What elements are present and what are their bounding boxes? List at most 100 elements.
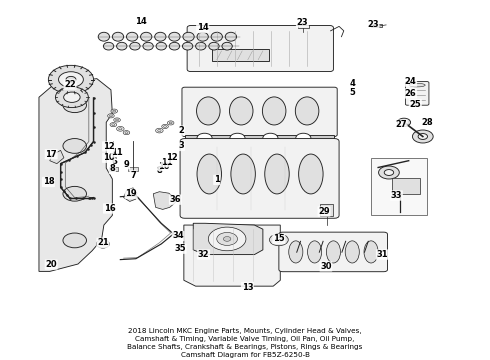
Circle shape: [66, 76, 76, 83]
Circle shape: [113, 110, 116, 112]
Circle shape: [100, 242, 106, 246]
Text: 32: 32: [198, 250, 209, 259]
Text: 2: 2: [178, 126, 184, 135]
Bar: [109, 167, 118, 171]
Bar: [212, 49, 269, 61]
Circle shape: [164, 126, 167, 127]
Bar: [392, 178, 419, 194]
Circle shape: [125, 132, 128, 134]
Ellipse shape: [112, 32, 123, 41]
Text: 3: 3: [179, 141, 184, 150]
Circle shape: [379, 166, 399, 179]
Ellipse shape: [130, 42, 140, 50]
Text: 8: 8: [156, 166, 162, 175]
Circle shape: [156, 128, 163, 133]
Text: 30: 30: [320, 262, 332, 271]
Circle shape: [49, 66, 94, 94]
Circle shape: [64, 92, 80, 102]
Ellipse shape: [298, 154, 323, 194]
Circle shape: [109, 115, 112, 117]
Bar: [371, 158, 427, 215]
Circle shape: [296, 133, 311, 143]
Ellipse shape: [209, 42, 219, 50]
Text: 14: 14: [197, 23, 209, 32]
Text: 29: 29: [318, 207, 330, 216]
Text: 24: 24: [405, 77, 416, 86]
Polygon shape: [123, 188, 137, 202]
Text: 12: 12: [103, 142, 115, 151]
FancyBboxPatch shape: [187, 26, 333, 72]
Circle shape: [413, 130, 433, 143]
Ellipse shape: [169, 32, 180, 41]
Text: 15: 15: [273, 234, 285, 243]
Ellipse shape: [197, 154, 221, 194]
Text: 5: 5: [349, 88, 355, 97]
Text: 25: 25: [410, 99, 421, 108]
Circle shape: [63, 139, 86, 153]
Ellipse shape: [196, 97, 220, 125]
Circle shape: [169, 122, 172, 124]
Circle shape: [58, 72, 83, 87]
Text: 26: 26: [405, 89, 416, 98]
FancyBboxPatch shape: [279, 232, 388, 272]
Bar: [320, 204, 333, 216]
Ellipse shape: [98, 32, 110, 41]
Text: 7: 7: [130, 171, 136, 180]
Text: 27: 27: [395, 120, 407, 129]
Circle shape: [397, 118, 411, 126]
Ellipse shape: [231, 154, 255, 194]
Text: 1: 1: [214, 175, 220, 184]
Circle shape: [158, 130, 161, 132]
Ellipse shape: [211, 32, 222, 41]
Text: 11: 11: [111, 148, 123, 157]
Circle shape: [63, 233, 86, 248]
Text: 11: 11: [162, 158, 173, 167]
Polygon shape: [371, 24, 382, 27]
Text: 2018 Lincoln MKC Engine Parts, Mounts, Cylinder Head & Valves,
Camshaft & Timing: 2018 Lincoln MKC Engine Parts, Mounts, C…: [127, 328, 363, 358]
Ellipse shape: [265, 154, 289, 194]
Circle shape: [117, 126, 124, 131]
Ellipse shape: [117, 42, 127, 50]
Text: 28: 28: [422, 118, 433, 127]
Circle shape: [168, 121, 174, 125]
Ellipse shape: [229, 97, 253, 125]
Ellipse shape: [182, 42, 193, 50]
Circle shape: [97, 240, 110, 248]
Ellipse shape: [141, 32, 152, 41]
Ellipse shape: [289, 241, 303, 263]
Ellipse shape: [143, 42, 153, 50]
Circle shape: [275, 238, 283, 242]
Circle shape: [55, 87, 88, 108]
Circle shape: [119, 128, 122, 130]
Ellipse shape: [263, 97, 286, 125]
Ellipse shape: [295, 97, 319, 125]
Text: 31: 31: [376, 250, 388, 259]
Ellipse shape: [326, 241, 341, 263]
Text: 35: 35: [174, 244, 186, 253]
FancyBboxPatch shape: [405, 82, 429, 105]
Text: 16: 16: [104, 204, 116, 213]
Circle shape: [116, 119, 119, 121]
Text: 10: 10: [103, 153, 114, 162]
Ellipse shape: [364, 241, 378, 263]
Circle shape: [384, 170, 393, 175]
Ellipse shape: [196, 42, 206, 50]
Text: 18: 18: [43, 177, 54, 186]
Polygon shape: [298, 25, 309, 28]
Text: 4: 4: [349, 79, 355, 88]
Ellipse shape: [197, 32, 208, 41]
Circle shape: [162, 125, 169, 129]
Circle shape: [123, 131, 130, 135]
Ellipse shape: [126, 32, 138, 41]
Ellipse shape: [225, 32, 237, 41]
Ellipse shape: [183, 32, 194, 41]
Circle shape: [112, 124, 115, 126]
Bar: [185, 135, 334, 141]
Circle shape: [217, 233, 238, 246]
Polygon shape: [39, 78, 112, 271]
Circle shape: [418, 134, 427, 139]
Circle shape: [230, 133, 245, 143]
Circle shape: [114, 118, 121, 122]
Text: 34: 34: [172, 231, 184, 240]
FancyBboxPatch shape: [180, 139, 339, 218]
